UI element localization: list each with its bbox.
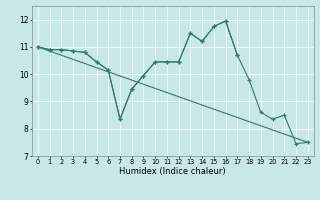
X-axis label: Humidex (Indice chaleur): Humidex (Indice chaleur) — [119, 167, 226, 176]
